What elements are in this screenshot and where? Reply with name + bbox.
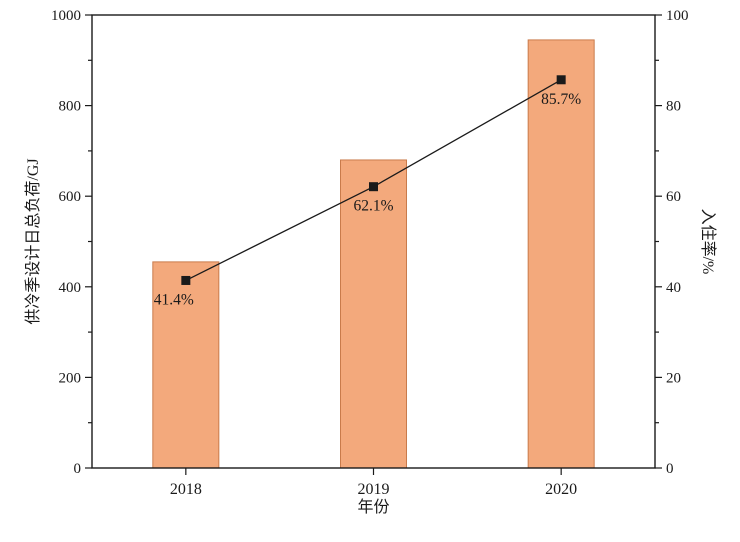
- y-right-tick-label: 40: [666, 280, 681, 296]
- line-marker: [181, 275, 191, 285]
- y-left-tick-label: 0: [74, 461, 82, 477]
- y-right-tick-label: 100: [666, 8, 689, 24]
- x-tick-label: 2020: [545, 481, 577, 498]
- line-marker: [369, 182, 378, 192]
- x-tick-label: 2018: [170, 481, 202, 498]
- y-right-tick-label: 0: [666, 461, 674, 477]
- y-right-tick-label: 60: [666, 189, 681, 205]
- x-axis-title: 年份: [357, 498, 389, 516]
- y-right-tick-label: 20: [666, 370, 681, 386]
- bar-2020: [527, 39, 595, 469]
- y-left-tick-label: 200: [59, 370, 82, 386]
- line-marker: [556, 75, 566, 85]
- data-label: 41.4%: [154, 291, 194, 308]
- plot-frame: [91, 14, 656, 469]
- y-left-tick-label: 600: [59, 189, 82, 205]
- y-right-tick-label: 80: [666, 99, 681, 115]
- data-label: 62.1%: [353, 198, 393, 215]
- y-right-axis-title: 入住率/%: [699, 209, 717, 275]
- y-left-tick-label: 1000: [51, 8, 81, 24]
- y-left-axis-title: 供冷季设计日总负荷/GJ: [24, 158, 42, 324]
- data-label: 85.7%: [541, 91, 581, 108]
- y-left-tick-label: 400: [59, 280, 82, 296]
- y-left-tick-label: 800: [59, 99, 82, 115]
- x-tick-label: 2019: [358, 481, 390, 498]
